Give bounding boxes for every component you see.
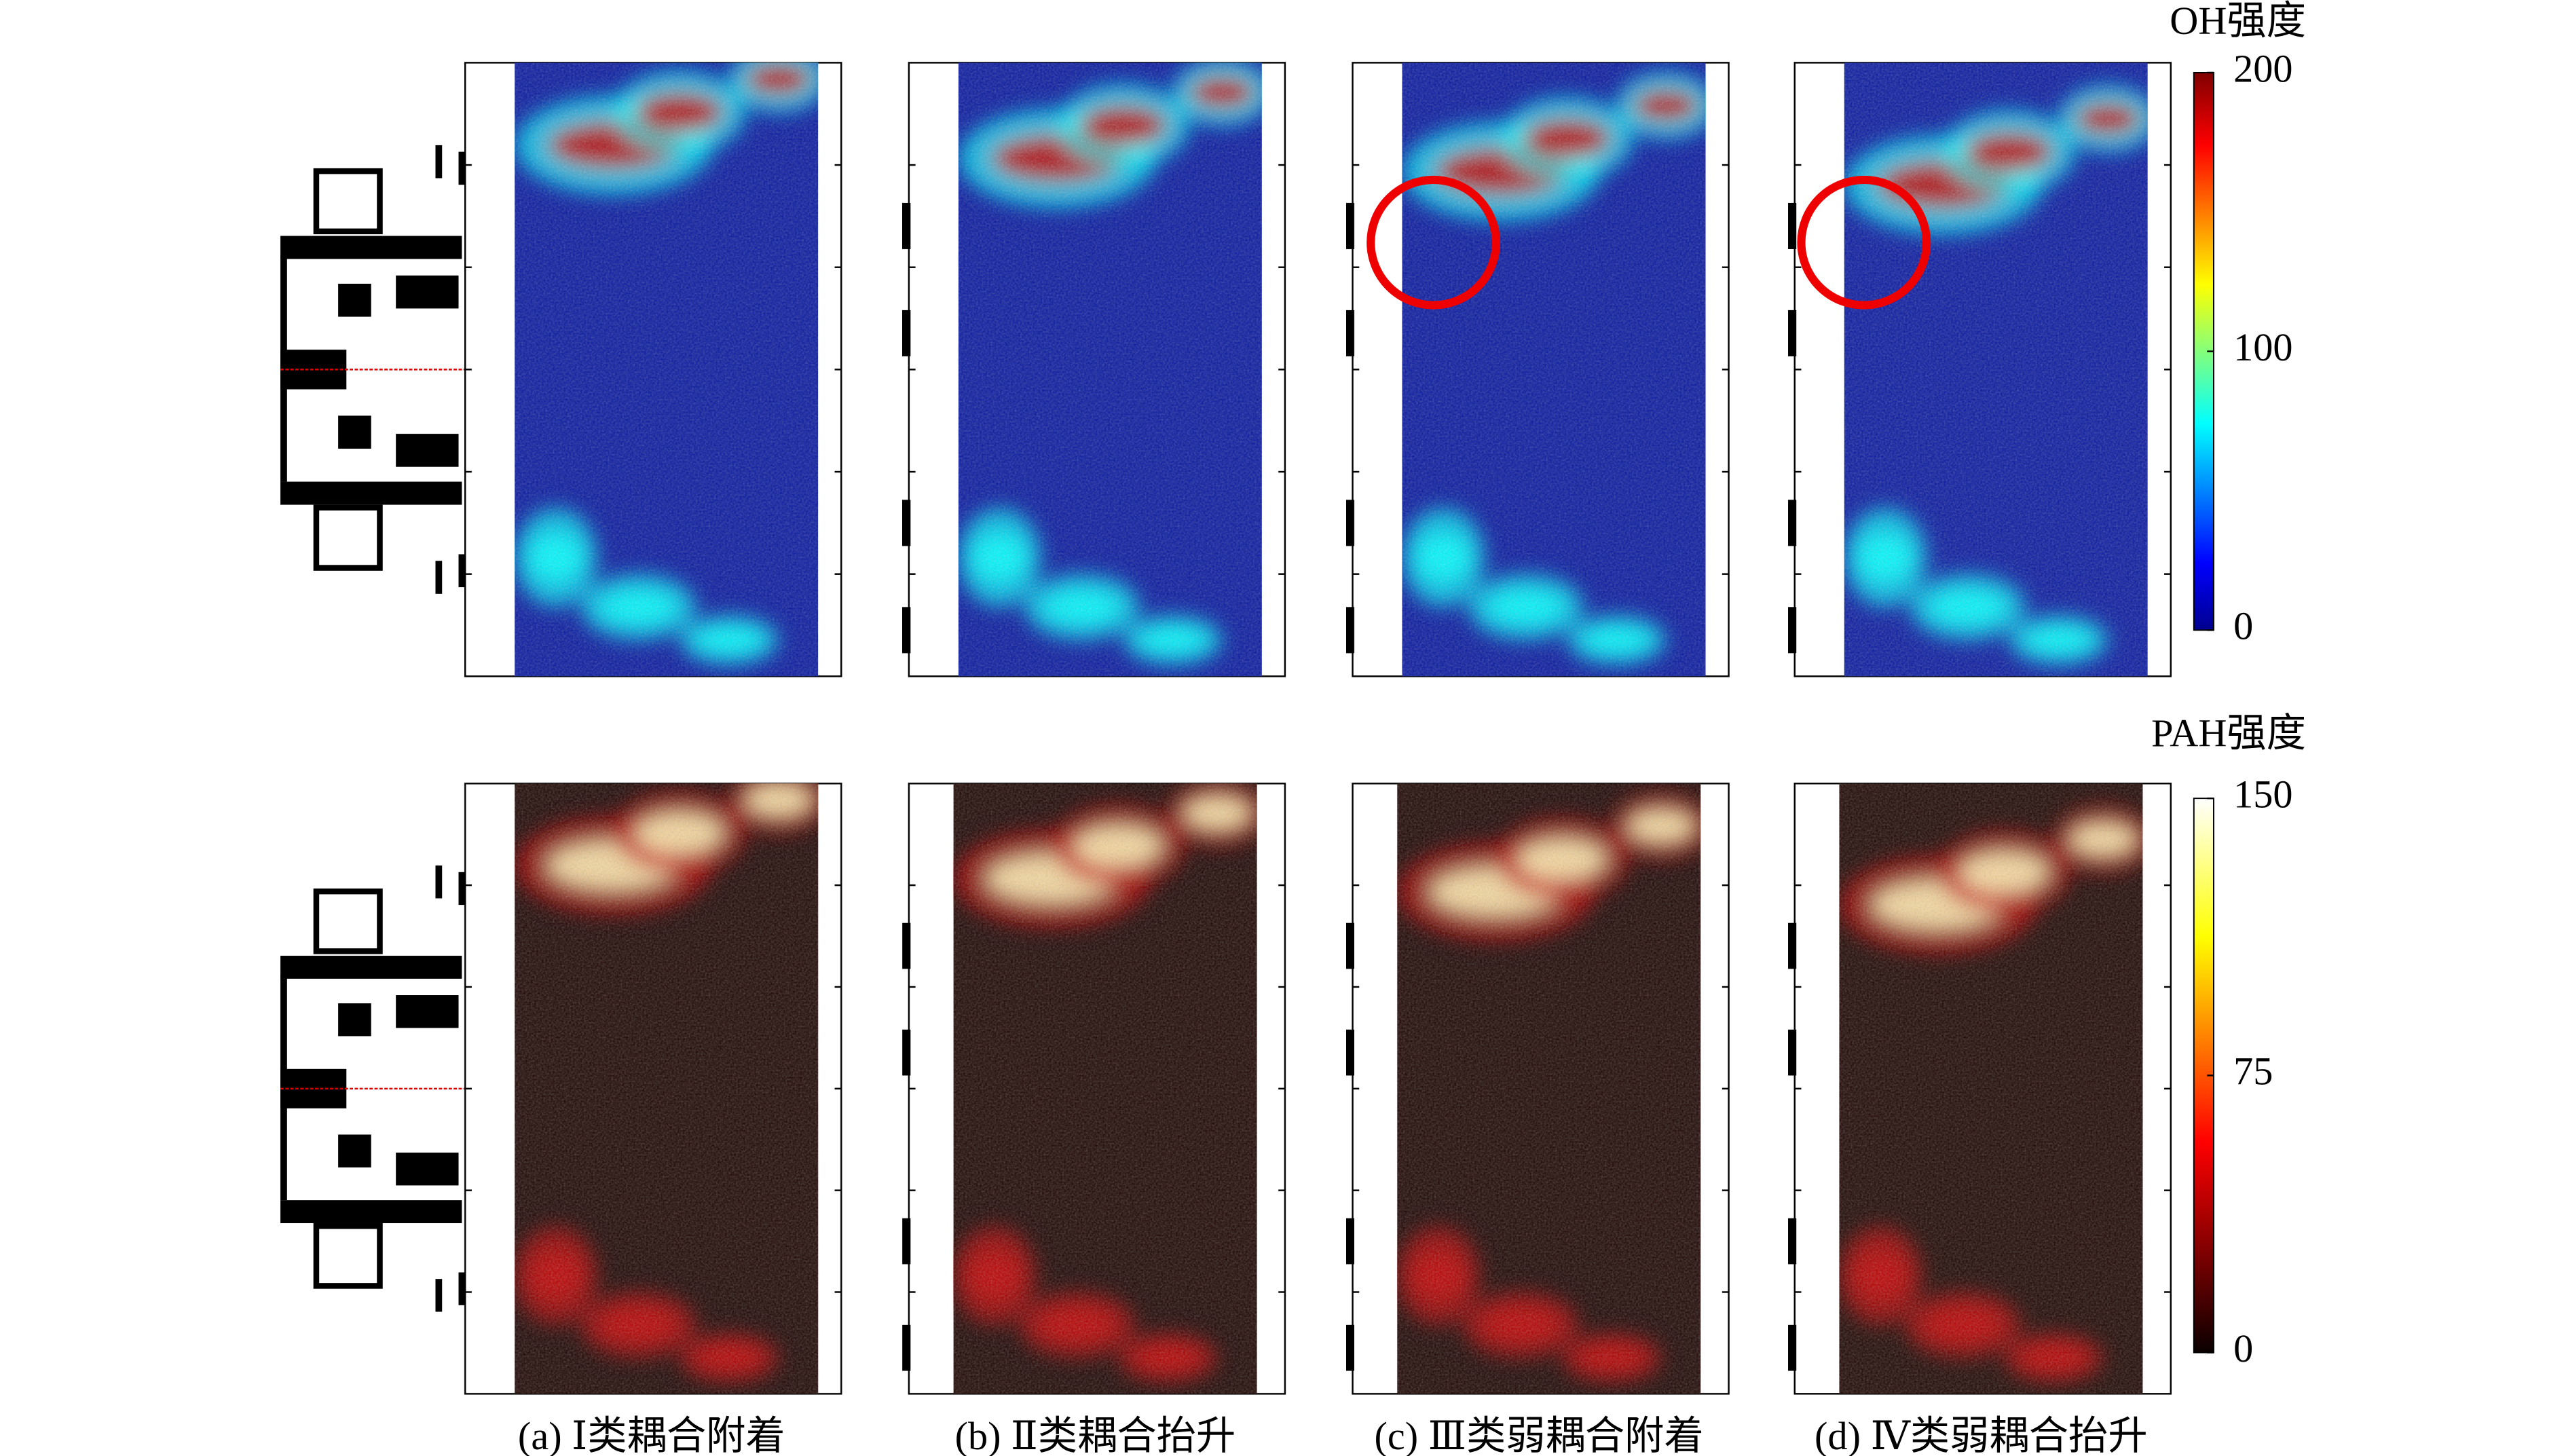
wall-mark [1345, 922, 1354, 969]
colorbars: OH强度 0 100 200 PAH强度 0 75 150 [2151, 0, 2306, 1370]
colorbar-tick-label: 150 [2233, 772, 2292, 817]
noise [515, 62, 819, 677]
schematic-swirler [317, 508, 379, 567]
flame-image [953, 783, 1257, 1394]
noise [1397, 783, 1701, 1394]
colorbar-tick-label: 0 [2233, 1326, 2253, 1370]
colorbar-tick-label: 100 [2233, 325, 2292, 369]
wall-mark [902, 310, 911, 356]
colorbar-title: PAH强度 [2151, 711, 2306, 755]
schematic-part [280, 481, 462, 505]
schematic-part [396, 995, 459, 1028]
flame-image [958, 62, 1262, 677]
colorbar-tick-label: 0 [2233, 604, 2253, 648]
schematic-swirler [317, 172, 379, 231]
wall-mark [902, 500, 911, 546]
flame-image [1839, 783, 2143, 1394]
noise [953, 783, 1257, 1394]
colorbar-tick-label: 200 [2233, 46, 2292, 90]
flame-image [515, 783, 819, 1394]
burner-schematic [280, 145, 469, 1312]
wall-mark [1345, 500, 1354, 546]
wall-mark [902, 1324, 911, 1371]
noise [515, 783, 819, 1394]
flame-image [1844, 62, 2148, 677]
schematic-part [396, 1153, 459, 1186]
wall-mark [1788, 500, 1797, 546]
wall-mark [1788, 607, 1797, 654]
schematic-swirler [317, 893, 379, 950]
schematic-part [280, 236, 462, 259]
panel-caption: (d) Ⅳ类弱耦合抬升 [1815, 1414, 2148, 1456]
schematic-part [435, 1279, 443, 1312]
schematic-part [280, 956, 462, 979]
flame-image [515, 62, 819, 677]
schematic-part [435, 865, 443, 899]
colorbar-tick-label: 75 [2233, 1049, 2273, 1094]
wall-mark [1345, 1324, 1354, 1371]
flame-image [1397, 783, 1701, 1394]
wall-mark [1345, 1029, 1354, 1076]
wall-mark [902, 922, 911, 969]
wall-mark [1345, 607, 1354, 654]
schematic-part [396, 275, 459, 309]
schematic-part [338, 283, 371, 317]
schematic-part [435, 561, 443, 594]
schematic-part [396, 434, 459, 467]
schematic-part [338, 415, 371, 449]
wall-mark [902, 1029, 911, 1076]
wall-mark [1788, 1324, 1797, 1371]
wall-mark [1345, 310, 1354, 356]
wall-mark [1788, 922, 1797, 969]
wall-mark [902, 1218, 911, 1265]
panel-caption: (a) Ⅰ类耦合附着 [518, 1414, 785, 1456]
wall-mark [902, 607, 911, 654]
highlight [1797, 175, 1931, 310]
wall-mark [1345, 1218, 1354, 1265]
panels: (a) Ⅰ类耦合附着 (b) Ⅱ类耦合抬升 (c) Ⅲ类弱耦合附着 (d) Ⅳ类弱耦合… [464, 62, 2172, 1456]
noise [1402, 62, 1706, 677]
noise [1844, 62, 2148, 677]
panel-caption: (b) Ⅱ类耦合抬升 [955, 1414, 1236, 1456]
flame-image [1402, 62, 1706, 677]
wall-mark [1345, 202, 1354, 249]
wall-mark [1788, 1218, 1797, 1265]
colorbar-title: OH强度 [2170, 0, 2306, 43]
noise [1839, 783, 2143, 1394]
schematic-swirler [317, 1227, 379, 1285]
wall-mark [1788, 202, 1797, 249]
schematic-part [338, 1003, 371, 1037]
schematic-part [435, 145, 443, 179]
schematic-part [338, 1134, 371, 1168]
wall-mark [1788, 310, 1797, 356]
wall-mark [1788, 1029, 1797, 1076]
noise [958, 62, 1262, 677]
highlight [1366, 175, 1501, 310]
wall-mark [902, 202, 911, 249]
panel-caption: (c) Ⅲ类弱耦合附着 [1374, 1414, 1703, 1456]
schematic-part [280, 1200, 462, 1223]
